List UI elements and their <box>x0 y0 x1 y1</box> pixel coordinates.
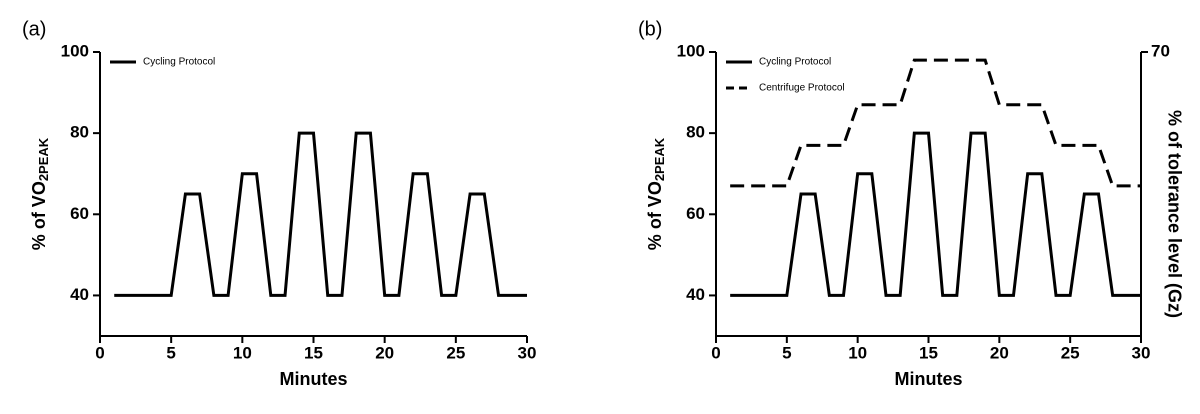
x-axis-label: Minutes <box>279 369 347 389</box>
legend-label: Centrifuge Protocol <box>759 83 845 94</box>
panel-label: (a) <box>22 18 46 40</box>
y-tick-label: 40 <box>70 285 89 304</box>
y-tick-label: 100 <box>677 41 705 60</box>
x-tick-label: 10 <box>848 343 867 362</box>
y-tick-label: 100 <box>61 41 89 60</box>
series-line <box>114 131 527 297</box>
panel-label: (b) <box>638 18 662 40</box>
y-tick-label: 80 <box>70 123 89 142</box>
y2-axis-label: % of tolerance level (Gz) <box>1164 110 1184 318</box>
legend-label: Cycling Protocol <box>143 57 215 68</box>
y-axis-label-main: % of VO <box>645 181 665 250</box>
x-tick-label: 15 <box>919 343 938 362</box>
x-tick-label: 5 <box>166 343 175 362</box>
x-tick-label: 25 <box>1061 343 1080 362</box>
x-tick-label: 20 <box>375 343 394 362</box>
x-tick-label: 25 <box>446 343 465 362</box>
y2-tick-label: 70 <box>1151 41 1170 60</box>
series-line <box>730 58 1141 188</box>
x-axis-label: Minutes <box>894 369 962 389</box>
x-tick-label: 20 <box>990 343 1009 362</box>
legend-label: Cycling Protocol <box>759 57 831 68</box>
x-tick-label: 30 <box>518 343 537 362</box>
series-line <box>730 131 1141 297</box>
y-tick-label: 60 <box>70 204 89 223</box>
y-axis-label: % of VO2PEAK <box>29 137 52 250</box>
y-tick-label: 80 <box>686 123 705 142</box>
x-tick-label: 10 <box>233 343 252 362</box>
y-tick-label: 40 <box>686 285 705 304</box>
y-axis-label-main: % of VO <box>29 181 49 250</box>
y-tick-label: 60 <box>686 204 705 223</box>
y-axis-label-sub: 2PEAK <box>652 137 667 181</box>
x-tick-label: 15 <box>304 343 323 362</box>
x-tick-label: 0 <box>95 343 104 362</box>
x-tick-label: 0 <box>711 343 720 362</box>
x-tick-label: 30 <box>1132 343 1151 362</box>
y-axis-label-sub: 2PEAK <box>36 137 51 181</box>
y-axis-label: % of VO2PEAK <box>645 137 668 250</box>
x-tick-label: 5 <box>782 343 791 362</box>
